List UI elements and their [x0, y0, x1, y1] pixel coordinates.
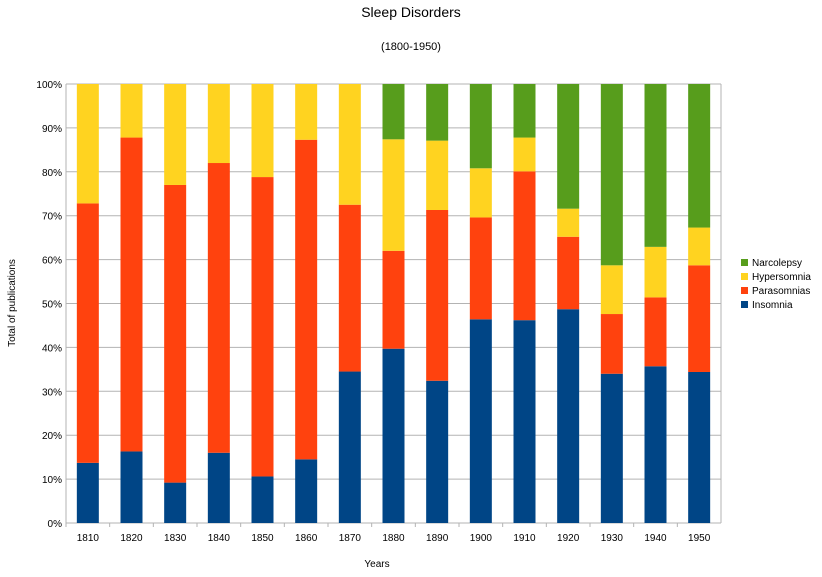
y-tick-label: 10%: [42, 475, 62, 486]
bar-insomnia-1810: [76, 462, 99, 523]
bar-insomnia-1860: [295, 459, 318, 523]
bar-hypersomnia-1890: [426, 140, 449, 210]
bar-parasomnias-1900: [469, 217, 492, 320]
legend-swatch-insomnia: [741, 301, 748, 308]
bar-insomnia-1830: [164, 482, 187, 523]
x-axis-label: Years: [364, 559, 389, 570]
chart-subtitle: (1800-1950): [381, 41, 441, 53]
y-tick-label: 70%: [42, 212, 62, 223]
legend-swatch-parasomnias: [741, 287, 748, 294]
bar-parasomnias-1820: [120, 137, 143, 452]
bar-insomnia-1840: [207, 452, 230, 523]
bar-narcolepsy-1930: [600, 84, 623, 266]
x-tick-label: 1890: [426, 533, 449, 544]
x-tick-label: 1830: [164, 533, 187, 544]
y-tick-label: 50%: [42, 300, 62, 311]
legend-swatch-hypersomnia: [741, 273, 748, 280]
bar-parasomnias-1850: [251, 177, 274, 477]
bar-hypersomnia-1920: [557, 208, 580, 237]
x-tick-label: 1840: [208, 533, 231, 544]
bar-parasomnias-1880: [382, 250, 405, 349]
bar-insomnia-1930: [600, 373, 623, 523]
legend-swatch-narcolepsy: [741, 259, 748, 266]
x-tick-label: 1940: [644, 533, 667, 544]
bar-narcolepsy-1940: [644, 84, 667, 247]
bar-narcolepsy-1920: [557, 84, 580, 209]
legend-label-parasomnias: Parasomnias: [752, 286, 810, 297]
bar-insomnia-1940: [644, 366, 667, 523]
bar-parasomnias-1860: [295, 139, 318, 460]
bar-hypersomnia-1900: [469, 168, 492, 218]
legend-label-narcolepsy: Narcolepsy: [752, 258, 802, 269]
x-tick-label: 1810: [77, 533, 100, 544]
bar-insomnia-1880: [382, 348, 405, 523]
bar-parasomnias-1830: [164, 184, 187, 483]
bar-hypersomnia-1880: [382, 139, 405, 251]
bar-parasomnias-1920: [557, 236, 580, 310]
bar-hypersomnia-1830: [164, 84, 187, 185]
y-tick-label: 0%: [48, 519, 63, 530]
bar-insomnia-1890: [426, 380, 449, 523]
y-axis-label: Total of publications: [7, 259, 18, 347]
x-tick-label: 1850: [251, 533, 274, 544]
bar-parasomnias-1870: [338, 204, 361, 372]
y-tick-label: 100%: [36, 80, 62, 91]
bar-parasomnias-1810: [76, 203, 99, 463]
legend-label-hypersomnia: Hypersomnia: [752, 272, 811, 283]
bar-hypersomnia-1950: [688, 227, 711, 266]
bar-insomnia-1920: [557, 309, 580, 523]
bar-narcolepsy-1880: [382, 84, 405, 140]
y-tick-label: 30%: [42, 387, 62, 398]
bar-parasomnias-1950: [688, 265, 711, 372]
x-tick-label: 1900: [470, 533, 493, 544]
bar-insomnia-1900: [469, 319, 492, 523]
x-tick-label: 1920: [557, 533, 580, 544]
bar-hypersomnia-1910: [513, 137, 536, 172]
legend-label-insomnia: Insomnia: [752, 300, 793, 311]
bar-hypersomnia-1860: [295, 84, 318, 140]
bar-hypersomnia-1840: [207, 84, 230, 164]
x-tick-label: 1930: [601, 533, 624, 544]
bar-hypersomnia-1940: [644, 246, 667, 298]
bar-parasomnias-1940: [644, 297, 667, 367]
bar-parasomnias-1910: [513, 171, 536, 321]
x-tick-label: 1880: [382, 533, 405, 544]
bar-parasomnias-1930: [600, 314, 623, 374]
bar-insomnia-1850: [251, 476, 274, 523]
bar-narcolepsy-1910: [513, 84, 536, 138]
bar-hypersomnia-1810: [76, 84, 99, 204]
chart-title: Sleep Disorders: [361, 4, 461, 20]
bar-narcolepsy-1900: [469, 84, 492, 169]
y-tick-label: 80%: [42, 168, 62, 179]
y-tick-label: 60%: [42, 256, 62, 267]
bar-insomnia-1870: [338, 371, 361, 523]
y-tick-label: 40%: [42, 343, 62, 354]
y-tick-label: 90%: [42, 124, 62, 135]
bar-hypersomnia-1870: [338, 84, 361, 205]
bar-hypersomnia-1820: [120, 84, 143, 138]
y-tick-label: 20%: [42, 431, 62, 442]
bar-insomnia-1820: [120, 451, 143, 523]
bar-insomnia-1910: [513, 320, 536, 523]
x-tick-label: 1870: [339, 533, 362, 544]
bar-parasomnias-1840: [207, 163, 230, 453]
bar-hypersomnia-1930: [600, 265, 623, 315]
x-tick-label: 1950: [688, 533, 711, 544]
bar-hypersomnia-1850: [251, 84, 274, 178]
x-tick-label: 1910: [513, 533, 536, 544]
x-tick-label: 1860: [295, 533, 318, 544]
bar-narcolepsy-1890: [426, 84, 449, 141]
bar-insomnia-1950: [688, 371, 711, 523]
x-tick-label: 1820: [120, 533, 143, 544]
bar-narcolepsy-1950: [688, 84, 711, 228]
bar-parasomnias-1890: [426, 209, 449, 381]
